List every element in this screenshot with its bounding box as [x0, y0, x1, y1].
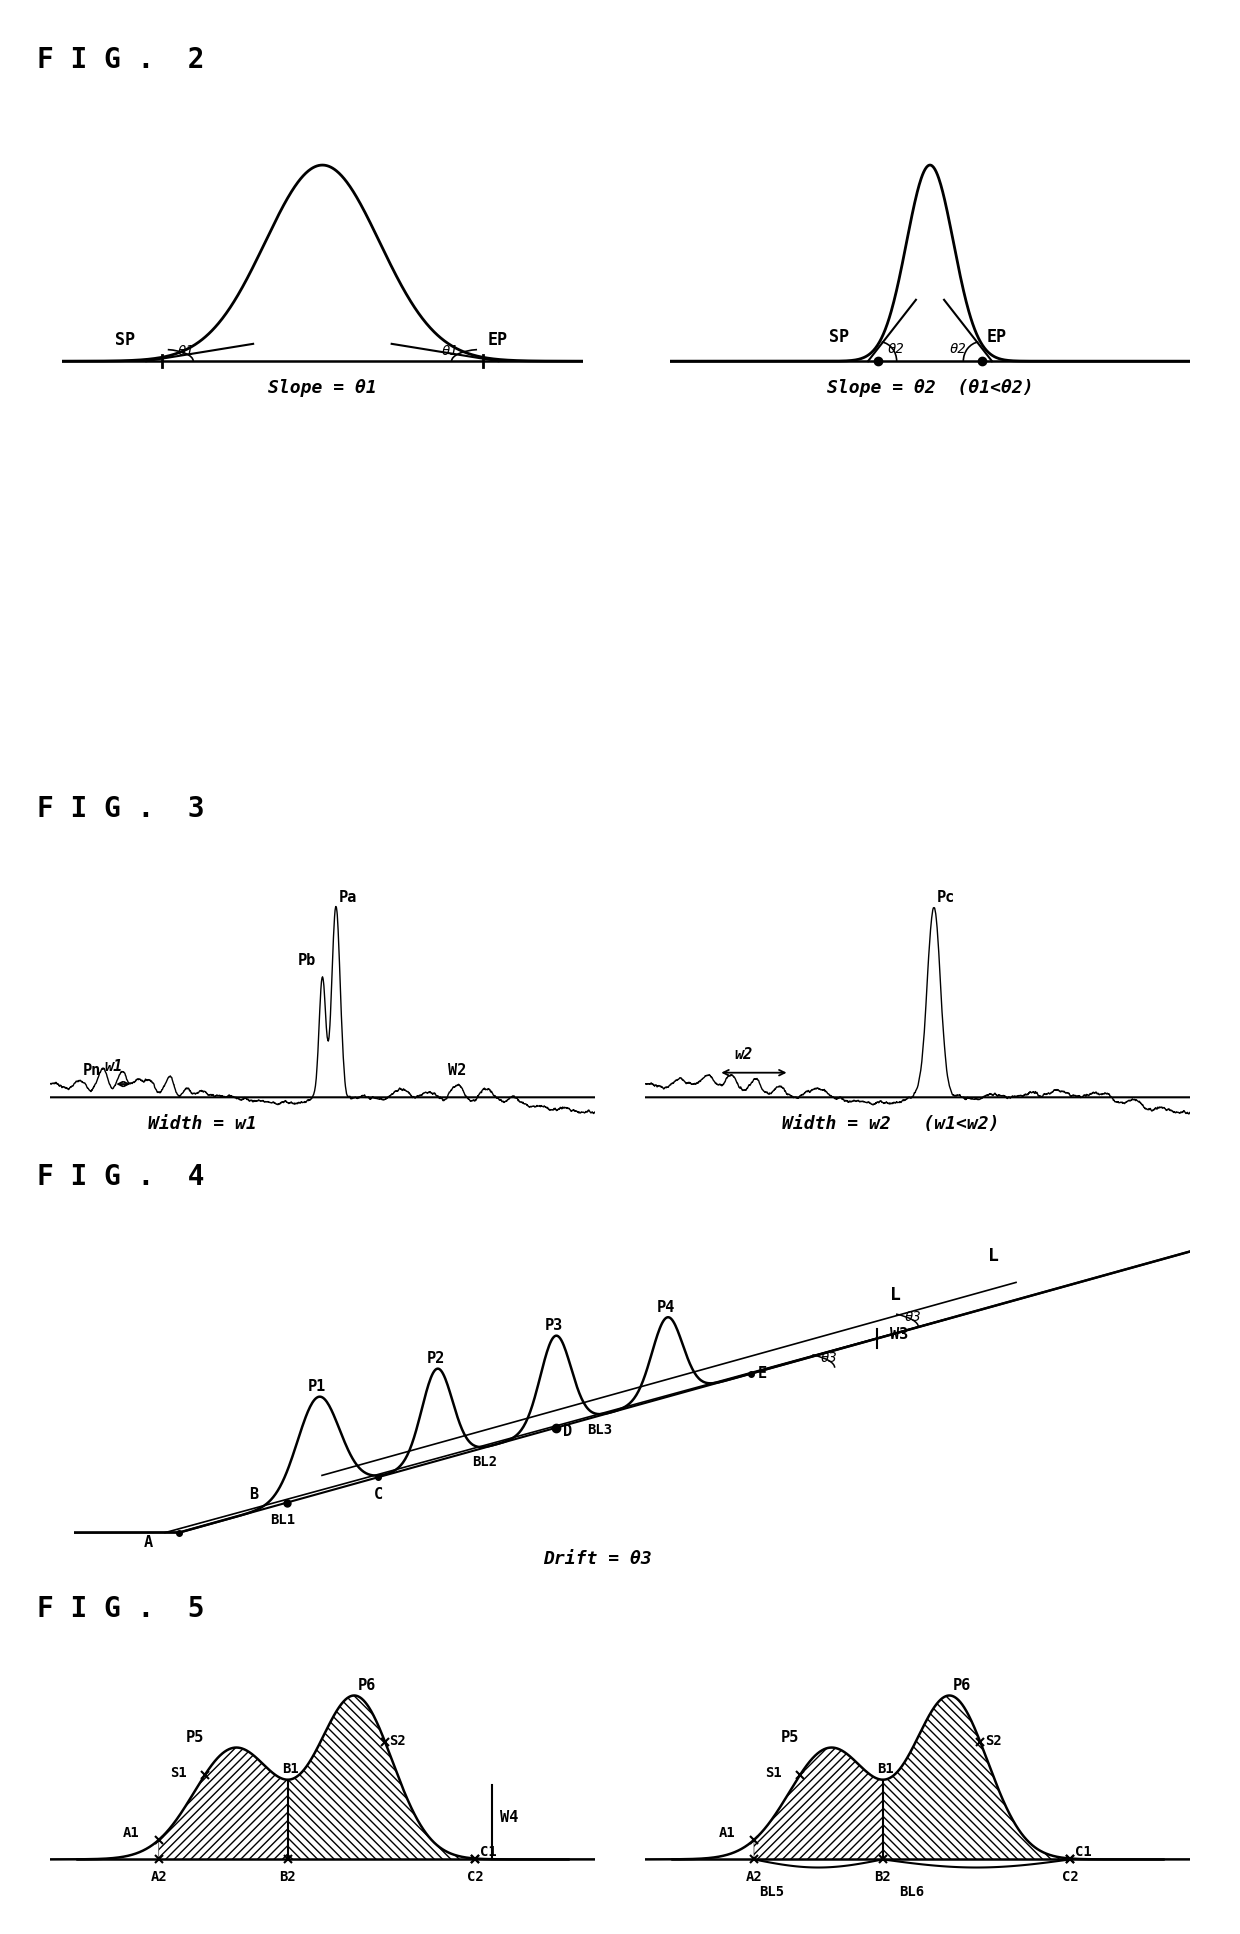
Text: BL3: BL3	[587, 1423, 613, 1437]
Text: L: L	[890, 1286, 901, 1304]
Text: C1: C1	[1075, 1845, 1091, 1859]
Text: θ3: θ3	[821, 1352, 837, 1365]
Text: Pn: Pn	[82, 1062, 100, 1077]
Text: W4: W4	[500, 1810, 518, 1824]
Text: B1: B1	[878, 1762, 894, 1775]
Text: SP: SP	[115, 331, 135, 350]
Text: F I G .  4: F I G . 4	[37, 1162, 205, 1191]
Text: A1: A1	[123, 1826, 140, 1841]
Text: BL1: BL1	[269, 1512, 295, 1526]
Text: C1: C1	[480, 1845, 496, 1859]
Text: C2: C2	[467, 1870, 484, 1884]
Text: Slope = θ2  (θ1<θ2): Slope = θ2 (θ1<θ2)	[827, 379, 1033, 396]
Text: A1: A1	[718, 1826, 735, 1841]
Text: P4: P4	[657, 1300, 675, 1315]
Text: P1: P1	[308, 1379, 326, 1394]
Text: F I G .  2: F I G . 2	[37, 46, 205, 73]
Text: w2: w2	[735, 1048, 753, 1062]
Text: W2: W2	[448, 1062, 466, 1077]
Text: D: D	[563, 1423, 572, 1439]
Text: A: A	[144, 1536, 154, 1551]
Text: Pa: Pa	[339, 890, 357, 905]
Text: C2: C2	[1063, 1870, 1079, 1884]
Text: S1: S1	[170, 1766, 186, 1781]
Text: Width = w1: Width = w1	[148, 1116, 257, 1133]
Text: F I G .  5: F I G . 5	[37, 1596, 205, 1623]
Text: EP: EP	[987, 327, 1007, 346]
Text: Pc: Pc	[936, 890, 955, 905]
Text: A2: A2	[150, 1870, 167, 1884]
Text: E: E	[758, 1367, 768, 1381]
Text: W3: W3	[890, 1327, 909, 1342]
Text: θ3: θ3	[904, 1309, 921, 1325]
Text: B2: B2	[874, 1870, 892, 1884]
Text: Width = w2   (w1<w2): Width = w2 (w1<w2)	[781, 1116, 999, 1133]
Text: SP: SP	[830, 327, 849, 346]
Text: C: C	[374, 1487, 383, 1501]
Text: θ2: θ2	[950, 342, 966, 356]
Text: S1: S1	[765, 1766, 781, 1781]
Text: BL5: BL5	[759, 1886, 785, 1899]
Text: A2: A2	[745, 1870, 763, 1884]
Text: L: L	[988, 1247, 999, 1265]
Text: P2: P2	[427, 1350, 445, 1365]
Text: S2: S2	[985, 1735, 1002, 1748]
Text: P5: P5	[186, 1731, 205, 1744]
Text: BL6: BL6	[899, 1886, 924, 1899]
Text: Slope = θ1: Slope = θ1	[268, 379, 377, 396]
Text: P6: P6	[358, 1679, 376, 1692]
Text: BL2: BL2	[472, 1454, 497, 1468]
Text: θ2: θ2	[888, 342, 904, 356]
Text: P3: P3	[546, 1317, 563, 1333]
Text: B: B	[249, 1487, 258, 1501]
Text: F I G .  3: F I G . 3	[37, 795, 205, 824]
Text: Pb: Pb	[298, 953, 316, 967]
Text: B1: B1	[283, 1762, 299, 1775]
Text: P5: P5	[781, 1731, 800, 1744]
Text: B2: B2	[279, 1870, 296, 1884]
Text: P6: P6	[954, 1679, 971, 1692]
Text: S2: S2	[389, 1735, 407, 1748]
Text: θ1: θ1	[177, 344, 195, 358]
Text: θ1: θ1	[441, 344, 458, 358]
Text: w1: w1	[104, 1058, 123, 1073]
Text: Drift = θ3: Drift = θ3	[543, 1549, 652, 1568]
Text: EP: EP	[489, 331, 508, 350]
